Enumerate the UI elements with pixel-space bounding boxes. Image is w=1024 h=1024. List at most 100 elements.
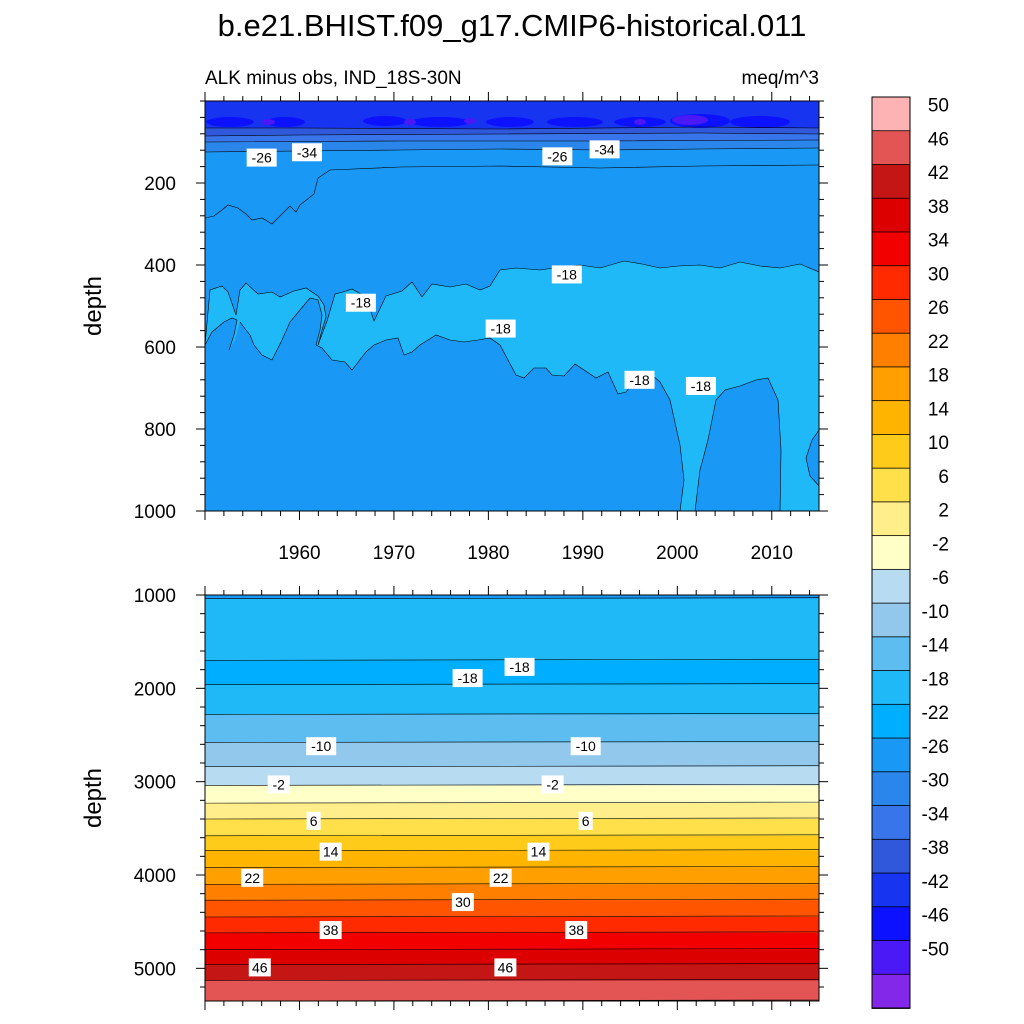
contour-label-text: 22 [244, 870, 260, 886]
contour-label: -18 [685, 376, 716, 395]
contour-label-box [319, 921, 342, 940]
colorbar-label: 10 [928, 433, 949, 454]
colorbar-swatch [871, 130, 911, 166]
contour-label-box [292, 143, 323, 162]
y-tick-label: 5000 [134, 959, 176, 980]
contour-label: -18 [452, 669, 483, 688]
contour-line [205, 260, 819, 346]
colorbar-swatch [871, 805, 911, 841]
contour-label-text: -26 [547, 148, 567, 164]
contour-label-text: -34 [297, 144, 317, 160]
colorbar-label: 14 [928, 399, 950, 420]
contour-label: 30 [451, 893, 474, 912]
lower-contour-fill: -18 -18 -10 -10 -2 -2 6 6 14 14 22 22 30 38 38 46 46 [205, 595, 819, 1006]
contour-label-text: -18 [629, 372, 649, 388]
colorbar-swatch [871, 96, 911, 132]
contour-band [205, 884, 819, 901]
contour-label-box [306, 737, 337, 756]
contour-label-text: -2 [272, 776, 285, 792]
contour-label: -2 [541, 775, 564, 794]
upper-contour-labels: -26 -34 -26 -34 -18 -18 -18 -18 -18 [246, 140, 716, 395]
contour-line [694, 377, 782, 511]
patch [730, 116, 790, 128]
y-tick-label: 2000 [134, 679, 176, 700]
contour-label: -18 [504, 657, 535, 676]
contour-line [205, 849, 819, 852]
contour-line [205, 784, 819, 786]
lower-y-axis: 1000 2000 3000 4000 5000 [134, 586, 828, 988]
contour-label-box [489, 868, 512, 887]
y-tick-label: 4000 [134, 866, 176, 887]
chart-title: b.e21.BHIST.f09_g17.CMIP6-historical.011 [218, 8, 807, 43]
contour-label: 6 [578, 811, 593, 830]
upper-contour-fill: -26 -34 -26 -34 -18 -18 -18 -18 -18 [205, 101, 819, 511]
colorbar-swatch [871, 197, 911, 233]
contour-band [205, 917, 819, 934]
x-tick-label: 1980 [467, 543, 509, 564]
colorbar: 50 46 42 38 34 30 26 22 18 14 10 6 2 -2 -6 -10 -14 -18 -22… [871, 96, 950, 1009]
contour-line [205, 139, 819, 143]
contour-label-box [551, 265, 582, 284]
contour-label-box [452, 669, 483, 688]
contour-label-text: -18 [491, 321, 511, 337]
y-tick-label: 800 [144, 420, 176, 441]
region-minus-22-east [695, 378, 781, 511]
contour-line [205, 898, 819, 901]
contour-band [205, 742, 819, 768]
contour-label: -10 [306, 737, 337, 756]
contour-label: -34 [589, 140, 620, 159]
x-tick-label: 1960 [278, 543, 320, 564]
contour-band [205, 714, 819, 743]
contour-band [205, 867, 819, 885]
contour-line [205, 883, 819, 885]
contour-label: -26 [246, 148, 277, 167]
colorbar-swatch [871, 164, 911, 200]
contour-label-box [624, 370, 655, 389]
contour-label-box [685, 376, 716, 395]
contour-line [205, 126, 819, 130]
colorbar-label: 2 [938, 501, 949, 522]
contour-label: -18 [345, 293, 376, 312]
contour-line [205, 597, 819, 600]
contour-band [205, 1001, 819, 1006]
contour-line [805, 429, 819, 487]
contour-label-box [485, 319, 516, 338]
y-tick-label: 3000 [134, 773, 176, 794]
colorbar-swatch [871, 535, 911, 571]
patch [265, 117, 305, 127]
upper-contour-lines [205, 126, 819, 511]
contour-line [205, 931, 819, 934]
contour-line [205, 866, 819, 868]
lower-plot-frame [204, 594, 820, 1002]
contour-line [205, 132, 819, 137]
colorbar-label: -10 [922, 602, 949, 623]
colorbar-label: 50 [928, 96, 949, 117]
contour-label: -18 [624, 370, 655, 389]
lower-x-axis [204, 586, 811, 1010]
colorbar-swatch [871, 366, 911, 402]
colorbar-swatch [871, 400, 911, 436]
contour-line [205, 713, 819, 715]
colorbar-frame [871, 96, 911, 1009]
contour-band [205, 803, 819, 820]
contour-label-text: 14 [323, 844, 339, 860]
contour-label-box [589, 140, 620, 159]
contour-label-text: -26 [252, 150, 272, 166]
colorbar-label: 6 [938, 467, 949, 488]
x-tick-label: 2000 [656, 543, 698, 564]
colorbar-swatch [871, 265, 911, 301]
contour-label-text: 38 [568, 922, 584, 938]
contour-label: -26 [542, 147, 573, 166]
contour-label: 38 [319, 921, 342, 940]
contour-label: 22 [241, 868, 264, 887]
colorbar-label: -30 [922, 771, 949, 792]
colorbar-label: 46 [928, 130, 949, 151]
colorbar-label: -34 [922, 804, 950, 825]
contour-label-box [541, 775, 564, 794]
contour-label: 46 [248, 958, 271, 977]
contour-line [205, 164, 819, 225]
patch [464, 118, 476, 124]
colorbar-swatch [871, 467, 911, 503]
colorbar-label: -46 [922, 906, 949, 927]
contour-band [205, 900, 819, 918]
